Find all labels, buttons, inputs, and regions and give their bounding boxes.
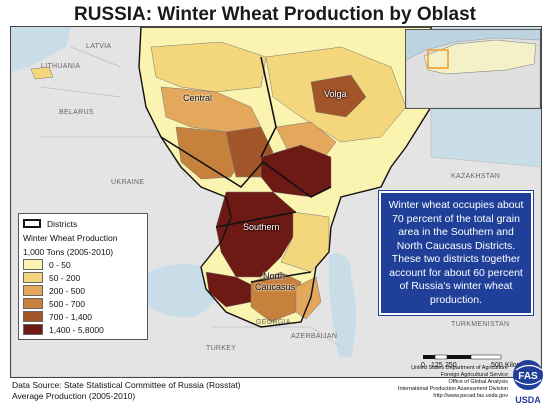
source-line-1: Data Source: State Statistical Committee… [12, 380, 241, 390]
legend-class-label: 0 - 50 [49, 259, 71, 270]
agency-line-1: United States Department of Agriculture [411, 365, 508, 371]
source-line-2: Average Production (2005-2010) [12, 391, 136, 401]
logo-fas-text: FAS [518, 371, 538, 382]
oblast-200-500-nc [295, 276, 322, 320]
agency-line-4: International Production Assessment Divi… [397, 386, 508, 392]
legend-units: 1,000 Tons (2005-2010) [23, 247, 114, 257]
country-label-belarus: BELARUS [59, 109, 94, 116]
legend-class-label: 1,400 - 5,8000 [49, 324, 104, 335]
district-label-southern: Southern [243, 222, 280, 232]
district-swatch [23, 219, 41, 228]
district-label-central: Central [183, 93, 213, 103]
scale-tick-500: 500 [491, 362, 503, 369]
legend-class-row: 0 - 50 [23, 258, 143, 271]
district-label-north-caucasus-2: Caucasus [255, 282, 296, 292]
baltic-sea [11, 27, 71, 72]
data-source: Data Source: State Statistical Committee… [12, 380, 241, 402]
country-label-latvia: LATVIA [86, 43, 112, 50]
inset-highlight-box [427, 49, 449, 69]
oblast-50-200-a [150, 41, 267, 93]
legend-heading: Winter Wheat Production [23, 233, 118, 243]
legend-class-row: 700 - 1,400 [23, 310, 143, 323]
legend-class-label: 500 - 700 [49, 298, 85, 309]
legend-class-row: 500 - 700 [23, 297, 143, 310]
legend-class-swatch [23, 259, 43, 270]
country-label-azerbaijan: AZERBAIJAN [291, 333, 338, 340]
country-label-turkey: TURKEY [206, 345, 237, 352]
kaliningrad [30, 66, 54, 80]
oblast-1400-5800-south [215, 191, 297, 278]
scale-tick-250: 250 [445, 362, 457, 369]
country-label-ukraine: UKRAINE [111, 179, 145, 186]
scale-tick-125: 125 [431, 362, 443, 369]
fas-usda-logo: FAS USDA [510, 358, 546, 408]
inset-locator-map [405, 29, 541, 109]
legend-classes: 0 - 50 50 - 200 200 - 500 500 - 700 700 - 1,… [23, 258, 143, 336]
legend-class-label: 700 - 1,400 [49, 311, 93, 322]
oblast-700-1400-volga [310, 74, 367, 118]
fas-logo-graphic: FAS USDA [513, 360, 543, 405]
scale-tick-0: 0 [421, 362, 425, 369]
russia-outline [138, 27, 432, 328]
scale-bar-graphic [423, 354, 502, 360]
inset-canvas [406, 30, 540, 108]
legend-class-row: 50 - 200 [23, 271, 143, 284]
agency-credits: United States Department of Agriculture … [388, 365, 508, 400]
map-frame: LATVIA LITHUANIA BELARUS UKRAINE KAZAKHS… [10, 26, 542, 378]
country-label-lithuania: LITHUANIA [41, 63, 81, 70]
callout-note: Winter wheat occupies about 70 percent o… [379, 191, 533, 315]
legend-districts-label: Districts [47, 218, 78, 229]
map-legend: Districts Winter Wheat Production 1,000 … [18, 213, 148, 340]
legend-districts-row: Districts [23, 217, 143, 230]
logo-usda-text: USDA [515, 395, 541, 405]
legend-class-label: 50 - 200 [49, 272, 81, 283]
black-sea [140, 264, 220, 318]
legend-class-swatch [23, 298, 43, 309]
legend-class-swatch [23, 285, 43, 296]
agency-line-3: Office of Global Analysis [448, 379, 508, 385]
legend-class-row: 200 - 500 [23, 284, 143, 297]
agency-line-5: http://www.pecad.fas.usda.gov [433, 393, 508, 399]
legend-class-label: 200 - 500 [49, 285, 85, 296]
district-label-volga: Volga [324, 89, 347, 99]
legend-class-swatch [23, 272, 43, 283]
country-label-turkmenistan: TURKMENISTAN [451, 321, 510, 328]
agency-line-2: Foreign Agricultural Service [440, 372, 508, 378]
legend-class-swatch [23, 311, 43, 322]
legend-class-swatch [23, 324, 43, 335]
district-label-north-caucasus-1: North [263, 271, 286, 281]
map-title: RUSSIA: Winter Wheat Production by Oblas… [73, 4, 476, 25]
district-boundaries [160, 56, 332, 283]
country-label-kazakhstan: KAZAKHSTAN [451, 173, 501, 180]
caspian-sea [329, 253, 356, 357]
legend-class-row: 1,400 - 5,8000 [23, 323, 143, 336]
country-label-georgia: GEORGIA [256, 319, 291, 326]
